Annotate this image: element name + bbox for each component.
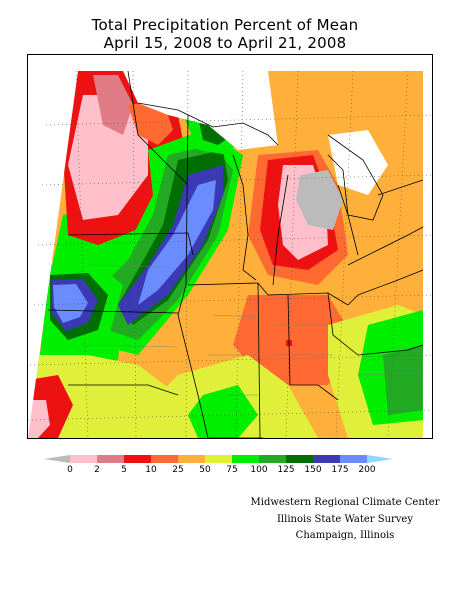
legend-swatch [70, 455, 97, 463]
legend-swatch [205, 455, 232, 463]
credit-mrcc: Midwestern Regional Climate Center [250, 497, 440, 508]
legend-tick-label: 175 [331, 465, 349, 475]
region-mi-white [328, 130, 388, 195]
region-sw-pink [28, 400, 50, 438]
mask-left [28, 55, 78, 438]
legend-swatch [151, 455, 178, 463]
legend-swatch [259, 455, 286, 463]
legend-tick-label: 100 [250, 465, 268, 475]
region-mi-grey [296, 170, 343, 230]
color-legend: 0 2 5 10 25 50 75 100 125 150 175 200 [42, 451, 408, 481]
legend-swatch [340, 455, 367, 463]
region-se-mgreen [383, 345, 423, 415]
legend-swatch [124, 455, 151, 463]
legend-tick-label: 25 [172, 465, 184, 475]
legend-swatch [178, 455, 205, 463]
lake-outlines [137, 102, 424, 281]
legend-arrow-left [44, 455, 70, 463]
region-nw-dkpink [93, 75, 133, 135]
legend-tick-label: 2 [94, 465, 100, 475]
map-title-line2: April 15, 2008 to April 21, 2008 [103, 34, 347, 52]
graticule [28, 70, 432, 438]
map-title-line1: Total Precipitation Percent of Mean [91, 16, 359, 34]
legend-tick-label: 10 [145, 465, 157, 475]
legend-swatch [232, 455, 259, 463]
legend-tick-label: 75 [226, 465, 238, 475]
mask-right [423, 71, 432, 438]
region-east-orange [233, 295, 358, 385]
legend-tick-label: 50 [199, 465, 211, 475]
region-south-green [188, 385, 258, 438]
region-core-blue [138, 180, 216, 305]
legend-arrow-right [367, 455, 393, 463]
credit-isws: Illinois State Water Survey [276, 514, 413, 525]
credit-location: Champaign, Illinois [295, 530, 395, 541]
state-boundaries [47, 70, 424, 438]
legend-bar [44, 455, 393, 463]
mask-superior [123, 71, 278, 150]
legend-swatch [286, 455, 313, 463]
mask-top [28, 55, 432, 71]
precipitation-map [27, 54, 433, 439]
legend-tick-label: 200 [358, 465, 376, 475]
legend-swatch [97, 455, 124, 463]
map-graphic [28, 55, 432, 438]
legend-swatch [313, 455, 340, 463]
legend-tick-label: 150 [304, 465, 322, 475]
legend-tick-label: 125 [277, 465, 295, 475]
region-far-west-blue [53, 284, 88, 323]
legend-tick-label: 0 [67, 465, 73, 475]
county-lines [82, 264, 424, 396]
legend-tick-label: 5 [121, 465, 127, 475]
region-nw-pink [68, 95, 148, 220]
